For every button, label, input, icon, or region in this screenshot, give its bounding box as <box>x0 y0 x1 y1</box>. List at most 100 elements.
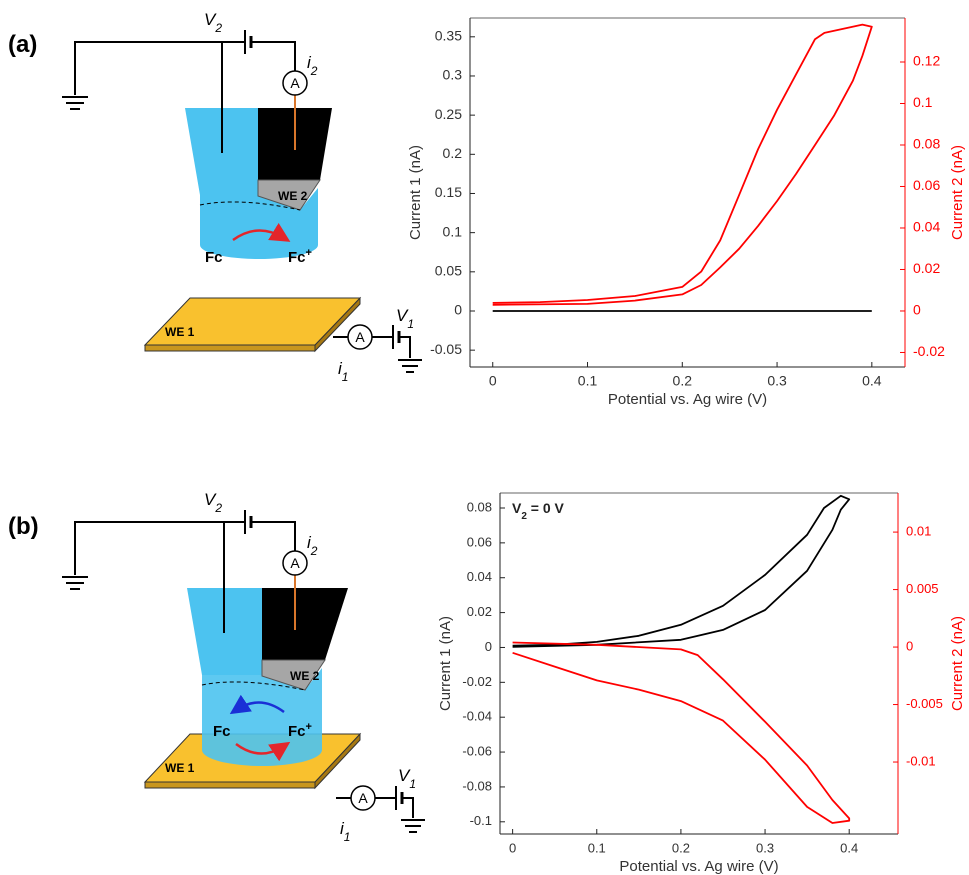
y-tick-label: -0.04 <box>462 709 492 724</box>
x-tick-label: 0.1 <box>578 373 598 389</box>
we2-label: WE 2 <box>278 189 308 203</box>
schematic-b: (b) WE 1 A V2 i2 WE 2 Fc Fc+ <box>8 490 425 844</box>
v2-sub: 2 <box>214 501 222 515</box>
y2-tick-label: 0.08 <box>913 136 940 152</box>
fc-plus: Fc <box>288 249 306 266</box>
i2-label: i2 <box>307 53 318 78</box>
v1: V <box>396 306 409 325</box>
wire <box>336 797 414 818</box>
y-tick-label: 0.2 <box>443 145 463 161</box>
fc-plus: Fc <box>288 723 306 740</box>
data-line <box>512 494 851 648</box>
y-tick-label: 0.05 <box>435 263 462 279</box>
y-tick-label: 0 <box>485 639 492 654</box>
ammeter-label: A <box>358 790 368 806</box>
we1 <box>143 297 362 346</box>
we2-label: WE 2 <box>290 669 320 683</box>
y-tick-label: -0.02 <box>462 674 492 689</box>
y-tick-label: 0.3 <box>443 67 463 83</box>
x-axis-label: Potential vs. Ag wire (V) <box>608 391 767 408</box>
y-tick-label: 0.08 <box>467 499 492 514</box>
v2-label: V2 <box>204 490 222 515</box>
x-tick-label: 0.3 <box>756 840 774 855</box>
chart: 0 0.1 0.2 0.3 0.4 -0.1 -0.08 -0.06 -0.04 -0.02 0 0.… <box>437 492 966 875</box>
we1-edge <box>144 781 316 789</box>
fc-plus-label: Fc+ <box>288 721 312 740</box>
y2-tick-label: 0.02 <box>913 260 940 276</box>
ammeter-label: A <box>290 555 300 571</box>
ground <box>62 96 88 110</box>
y-tick-label: -0.08 <box>462 778 492 793</box>
x-tick-label: 0.2 <box>673 373 693 389</box>
y2-tick-label: 0 <box>906 638 913 653</box>
y2-axis-label: Current 2 (nA) <box>949 145 966 240</box>
wire <box>333 336 411 358</box>
reaction-arrow <box>235 741 291 762</box>
reaction-arrow <box>232 222 291 242</box>
y-axis-label: Current 1 (nA) <box>437 616 454 711</box>
x-tick-label: 0.4 <box>840 840 858 855</box>
i1-label: i1 <box>340 819 350 844</box>
fc-plus-label: Fc+ <box>288 247 312 266</box>
droplet <box>202 668 322 766</box>
panel-label: (b) <box>8 513 39 540</box>
y2-tick-label: 0.04 <box>913 219 940 235</box>
x-tick-label: 0 <box>489 373 497 389</box>
y2-tick-label: -0.02 <box>913 343 945 359</box>
data-line <box>512 641 851 824</box>
v2-label: V2 <box>204 10 222 35</box>
y2-tick-label: -0.005 <box>906 696 943 711</box>
x-tick-label: 0.3 <box>767 373 787 389</box>
ground <box>62 576 88 590</box>
v1-label: V1 <box>398 766 416 791</box>
x-tick-label: 0.4 <box>862 373 882 389</box>
ammeter <box>350 785 376 811</box>
we1-label: WE 1 <box>165 325 195 339</box>
annotation-main: V <box>512 500 522 516</box>
x-tick-label: 0.1 <box>588 840 606 855</box>
v2: V <box>204 10 217 29</box>
reaction-arrow <box>229 694 285 715</box>
y-tick-label: -0.05 <box>430 341 462 357</box>
y-tick-label: 0.35 <box>435 28 462 44</box>
v1-label: V1 <box>396 306 414 331</box>
i1-label: i1 <box>338 359 348 384</box>
y2-tick-label: 0.005 <box>906 581 939 596</box>
fc-plus-sup: + <box>306 247 312 259</box>
y-tick-label: -0.1 <box>470 813 492 828</box>
fc-plus-sup: + <box>306 721 312 733</box>
y-tick-label: 0.04 <box>467 569 492 584</box>
i1: i <box>338 359 343 378</box>
x-tick-label: 0.2 <box>672 840 690 855</box>
ground <box>398 359 422 373</box>
i2-label: i2 <box>307 533 318 558</box>
i2: i <box>307 533 312 552</box>
y-tick-label: -0.06 <box>462 743 492 758</box>
annotation-sub: 2 <box>521 511 527 522</box>
meniscus <box>199 201 301 211</box>
fc-label: Fc <box>213 723 231 740</box>
ammeter <box>282 70 308 96</box>
y2-tick-label: 0.06 <box>913 177 940 193</box>
y2-axis-label: Current 2 (nA) <box>949 616 966 711</box>
i2-sub: 2 <box>310 544 318 558</box>
x-tick-label: 0 <box>509 840 516 855</box>
v2: V <box>204 490 217 509</box>
y-tick-label: 0.06 <box>467 534 492 549</box>
y2-tick-label: 0.01 <box>906 524 931 539</box>
v2-sub: 2 <box>214 21 222 35</box>
ground <box>401 819 425 833</box>
schematic-a: (a) A V2 i2 WE 2 Fc Fc+ WE 1 A V1 i1 <box>8 10 422 384</box>
y-tick-label: 0 <box>454 302 462 318</box>
i1-sub: 1 <box>342 370 349 384</box>
ammeter <box>282 550 308 576</box>
ammeter-label: A <box>290 75 300 91</box>
y2-tick-label: 0.12 <box>913 53 940 69</box>
v1-sub: 1 <box>407 317 414 331</box>
v1-sub: 1 <box>409 777 416 791</box>
wire <box>74 521 296 575</box>
i1-sub: 1 <box>344 830 351 844</box>
pipette-group: A V2 i2 WE 2 Fc Fc+ <box>62 490 348 766</box>
i2: i <box>307 53 312 72</box>
